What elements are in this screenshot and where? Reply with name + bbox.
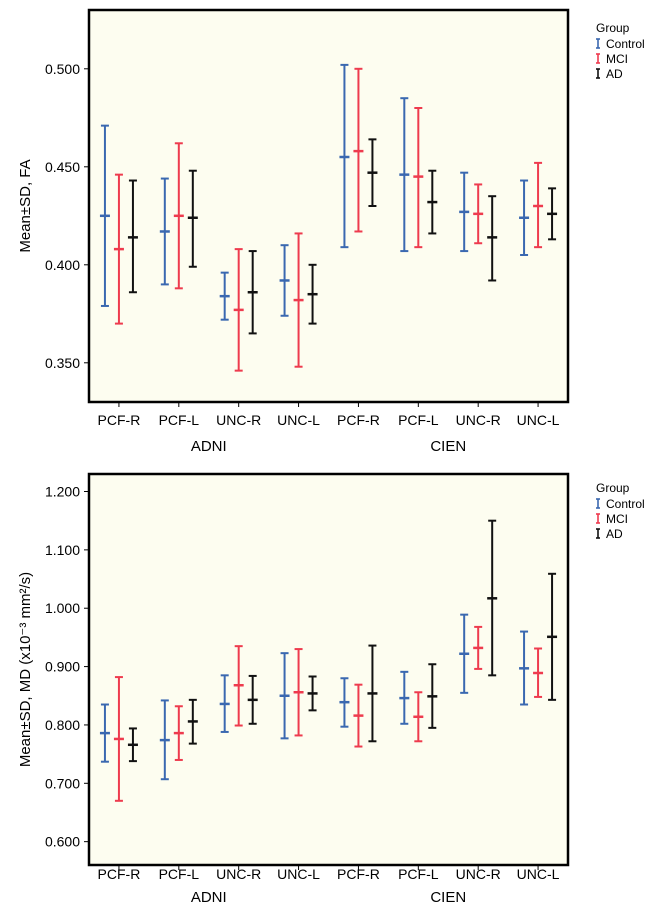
y-axis-label: Mean±SD, FA [17, 159, 34, 252]
legend-item-ad: AD [606, 67, 623, 81]
errorbar-mci [233, 645, 244, 727]
errorbar-control [279, 244, 290, 317]
chart-2: 0.600 0.700 0.800 0.900 1.000 1.100 1.200 Mean±… [17, 472, 645, 906]
errorbar-control [339, 677, 350, 728]
errorbar-mci [293, 648, 304, 737]
x-tick-label: UNC-L [277, 866, 320, 882]
errorbar-ad [487, 519, 498, 677]
errorbar-control [159, 177, 170, 286]
errorbar-ad [547, 572, 558, 701]
legend-item-mci: MCI [606, 512, 628, 526]
y-tick-label: 0.400 [45, 257, 80, 273]
legend-item-ad: AD [606, 527, 623, 541]
errorbar-control [159, 699, 170, 781]
errorbar-mci [293, 232, 304, 368]
errorbar-mci [353, 67, 364, 233]
errorbar-control [519, 179, 530, 256]
legend-title: Group [596, 481, 630, 495]
y-tick-label: 0.500 [45, 61, 80, 77]
errorbar-control [459, 613, 470, 694]
errorbar-mci [413, 691, 424, 743]
errorbar-ad [367, 644, 378, 743]
errorbar-mci [473, 625, 484, 670]
errorbar-ad [547, 187, 558, 241]
errorbar-mci [113, 173, 124, 325]
plot-area [87, 472, 570, 867]
y-axis-label: Mean±SD, MD (x10⁻³ mm²/s) [17, 572, 34, 767]
errorbar-control [519, 630, 530, 706]
x-tick-label: PCF-L [159, 866, 200, 882]
errorbar-control [279, 652, 290, 740]
errorbar-mci [233, 248, 244, 372]
errorbar-mci [113, 676, 124, 802]
plot-area [87, 8, 570, 404]
errorbar-ad [367, 138, 378, 207]
errorbar-ad [127, 179, 138, 294]
x-tick-label: UNC-L [517, 412, 560, 428]
errorbar-mci [473, 183, 484, 245]
x-tick-label: PCF-R [337, 412, 380, 428]
chart-1: 0.350 0.400 0.450 0.500 Mean±SD, FA PCF-R PCF-… [17, 8, 645, 455]
x-tick-label: UNC-L [517, 866, 560, 882]
y-tick-label: 0.450 [45, 159, 80, 175]
y-tick-label: 0.800 [45, 717, 80, 733]
errorbar-control [219, 674, 230, 733]
legend-title: Group [596, 21, 630, 35]
errorbar-ad [127, 727, 138, 763]
errorbar-control [459, 171, 470, 253]
errorbar-mci [533, 161, 544, 249]
x-tick-label: UNC-R [456, 866, 501, 882]
group-label: CIEN [430, 438, 466, 455]
errorbar-control [339, 63, 350, 249]
legend-item-mci: MCI [606, 52, 628, 66]
x-tick-label: PCF-R [98, 866, 141, 882]
y-tick-label: 0.600 [45, 834, 80, 850]
x-tick-label: PCF-L [398, 412, 439, 428]
errorbar-ad [487, 195, 498, 282]
y-tick-label: 0.900 [45, 659, 80, 675]
errorbar-mci [173, 705, 184, 761]
errorbar-ad [187, 169, 198, 268]
x-tick-label: PCF-L [159, 412, 200, 428]
group-label: ADNI [191, 889, 227, 906]
errorbar-ad [247, 250, 258, 335]
legend-item-control: Control [606, 37, 645, 51]
y-tick-label: 0.700 [45, 775, 80, 791]
group-label: CIEN [430, 889, 466, 906]
x-tick-label: PCF-R [337, 866, 380, 882]
group-label: ADNI [191, 438, 227, 455]
x-tick-label: PCF-R [98, 412, 141, 428]
errorbar-ad [307, 675, 318, 712]
errorbar-ad [427, 169, 438, 235]
errorbar-mci [173, 142, 184, 290]
x-tick-label: UNC-R [216, 866, 261, 882]
errorbar-mci [353, 683, 364, 748]
x-tick-label: UNC-R [216, 412, 261, 428]
errorbar-control [219, 271, 230, 321]
y-tick-label: 0.350 [45, 355, 80, 371]
errorbar-ad [307, 263, 318, 325]
errorbar-control [399, 670, 410, 725]
errorbar-ad [247, 674, 258, 725]
x-tick-label: UNC-L [277, 412, 320, 428]
errorbar-control [399, 97, 410, 253]
errorbar-ad [187, 698, 198, 745]
errorbar-ad [427, 663, 438, 729]
y-tick-label: 1.200 [45, 484, 80, 500]
errorbar-control [99, 124, 110, 307]
x-tick-label: UNC-R [456, 412, 501, 428]
y-tick-label: 1.100 [45, 542, 80, 558]
errorbar-mci [533, 647, 544, 698]
errorbar-mci [413, 107, 424, 249]
y-tick-label: 1.000 [45, 600, 80, 616]
x-tick-label: PCF-L [398, 866, 439, 882]
errorbar-control [99, 703, 110, 763]
legend-item-control: Control [606, 497, 645, 511]
